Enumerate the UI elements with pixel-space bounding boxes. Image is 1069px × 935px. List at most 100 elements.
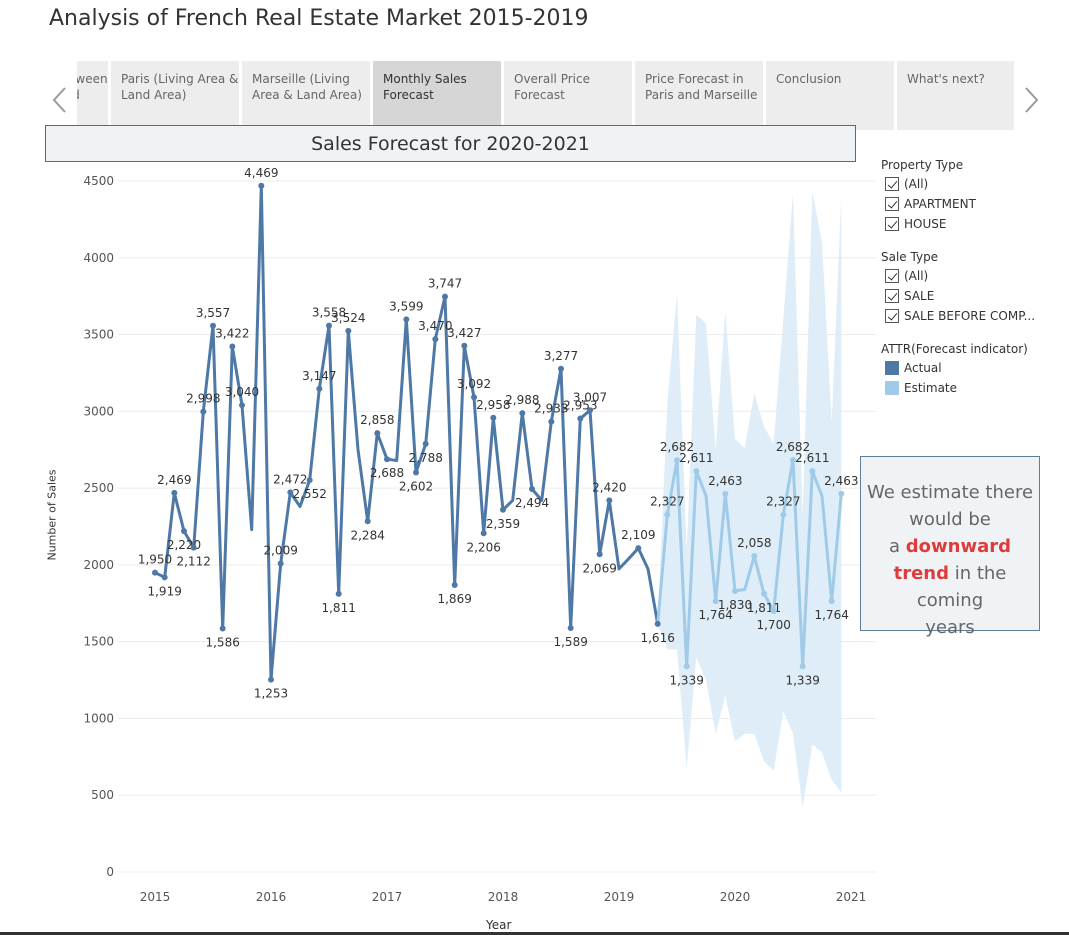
data-point: [751, 552, 758, 559]
y-tick-label: 3000: [83, 404, 114, 418]
data-point: [181, 528, 187, 535]
data-label: 3,558: [312, 306, 346, 320]
data-label: 1,764: [814, 608, 848, 622]
story-point-tab[interactable]: Overall Price Forecast: [504, 61, 632, 130]
bottom-divider: [0, 932, 1069, 935]
checkbox-checked-icon[interactable]: [885, 197, 899, 211]
data-point: [306, 477, 313, 484]
data-point: [761, 590, 767, 597]
data-point: [780, 511, 787, 518]
data-point: [790, 457, 796, 464]
data-point: [828, 598, 835, 605]
data-label: 1,339: [785, 673, 819, 687]
story-point-tab[interactable]: Price Forecast in Paris and Marseille: [635, 61, 763, 130]
data-point: [606, 497, 613, 504]
story-point-tab[interactable]: Marseille (Living Area & Land Area): [242, 61, 370, 130]
data-label: 1,869: [437, 592, 471, 606]
data-label: 2,206: [466, 540, 500, 554]
y-tick-label: 2500: [83, 481, 114, 495]
data-point: [480, 530, 487, 537]
data-point: [258, 182, 265, 189]
legend-item-estimate[interactable]: Estimate: [881, 378, 1051, 398]
data-label: 1,616: [640, 631, 674, 645]
data-label: 2,327: [650, 495, 684, 509]
data-point: [674, 457, 680, 464]
data-label: 2,988: [505, 393, 539, 407]
data-label: 2,611: [795, 451, 829, 465]
data-point: [635, 545, 642, 552]
story-navigator: Difference between Sales Type and Proper…: [45, 61, 1069, 131]
prediction-interval-band: [657, 191, 842, 808]
story-point-tab[interactable]: Difference between Sales Type and Proper…: [77, 61, 108, 130]
data-point: [548, 418, 555, 425]
y-tick-label: 4500: [83, 174, 114, 188]
data-label: 2,359: [486, 517, 520, 531]
data-point: [799, 663, 806, 670]
checkbox-checked-icon[interactable]: [885, 269, 899, 283]
data-point: [654, 620, 661, 627]
story-point-tab-label: Difference between Sales Type and Proper…: [77, 72, 108, 102]
x-tick-label: 2021: [836, 890, 867, 904]
story-point-tab[interactable]: Monthly Sales Forecast: [373, 61, 501, 130]
legend-item-actual[interactable]: Actual: [881, 358, 1051, 378]
data-point: [316, 385, 323, 392]
data-label: 2,420: [592, 480, 626, 494]
data-label: 2,958: [476, 398, 510, 412]
checkbox-checked-icon[interactable]: [885, 217, 899, 231]
data-label: 2,494: [515, 496, 549, 510]
data-point: [190, 544, 197, 551]
data-point: [364, 518, 371, 525]
previous-story-point-button[interactable]: [49, 85, 71, 115]
data-label: 3,277: [544, 349, 578, 363]
y-tick-label: 500: [91, 788, 114, 802]
data-label: 3,040: [225, 385, 259, 399]
data-label: 3,427: [447, 326, 481, 340]
data-label: 2,069: [582, 561, 616, 575]
story-point-tab[interactable]: Paris (Living Area & Land Area): [111, 61, 239, 130]
story-point-tabs: Difference between Sales Type and Proper…: [77, 61, 1014, 130]
estimate-swatch-icon: [885, 381, 899, 395]
data-label: 2,788: [408, 451, 442, 465]
story-point-tab[interactable]: What's next?: [897, 61, 1014, 130]
checkbox-checked-icon[interactable]: [885, 309, 899, 323]
data-point: [809, 468, 816, 475]
data-point: [335, 590, 342, 597]
sale-type-option-sale[interactable]: SALE: [881, 286, 1051, 306]
property-type-option-apartment[interactable]: APARTMENT: [881, 194, 1051, 214]
data-label: 3,147: [302, 369, 336, 383]
x-tick-label: 2020: [720, 890, 751, 904]
data-point: [683, 663, 690, 670]
sale-type-option-all[interactable]: (All): [881, 266, 1051, 286]
data-point: [461, 342, 468, 349]
next-story-point-button[interactable]: [1021, 85, 1043, 115]
data-point: [413, 469, 419, 476]
data-point: [558, 365, 564, 372]
property-type-option-all[interactable]: (All): [881, 174, 1051, 194]
data-point: [345, 327, 352, 334]
data-point: [161, 574, 168, 581]
data-label: 3,092: [457, 377, 491, 391]
data-point: [770, 607, 777, 614]
x-tick-label: 2019: [604, 890, 635, 904]
data-label: 2,469: [157, 473, 191, 487]
x-axis-title: Year: [486, 918, 512, 932]
property-type-option-house[interactable]: HOUSE: [881, 214, 1051, 234]
data-point: [664, 511, 671, 518]
story-point-tab[interactable]: Conclusion: [766, 61, 894, 130]
sale-type-option-sale-before-completion[interactable]: SALE BEFORE COMP...: [881, 306, 1051, 326]
data-label: 3,747: [428, 277, 462, 291]
data-label: 2,552: [292, 487, 326, 501]
data-point: [567, 625, 574, 632]
actual-swatch-icon: [885, 361, 899, 375]
checkbox-checked-icon[interactable]: [885, 289, 899, 303]
data-label: 3,422: [215, 327, 249, 341]
data-point: [587, 407, 593, 414]
y-tick-label: 0: [106, 865, 114, 879]
data-label: 3,557: [196, 306, 230, 320]
data-label: 2,463: [824, 474, 858, 488]
data-label: 3,470: [418, 319, 452, 333]
checkbox-checked-icon[interactable]: [885, 177, 899, 191]
filters-and-legend: Property Type (All) APARTMENT HOUSE Sale…: [881, 154, 1051, 398]
data-point: [268, 676, 274, 683]
data-label: 2,933: [534, 402, 568, 416]
